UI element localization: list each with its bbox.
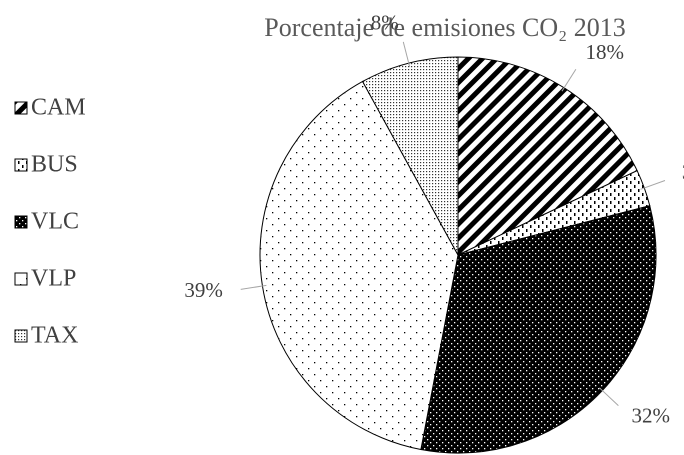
leader-line <box>240 284 267 290</box>
legend-label: BUS <box>31 152 78 178</box>
legend-marker <box>14 329 28 343</box>
data-label: 8% <box>371 10 399 34</box>
data-label: 32% <box>631 404 670 428</box>
data-label: 18% <box>586 40 625 64</box>
data-label: 39% <box>184 278 223 302</box>
data-label: 3% <box>682 160 684 184</box>
legend-marker <box>14 101 28 115</box>
leader-line <box>561 68 577 92</box>
legend-label: VLP <box>31 266 76 292</box>
legend-marker <box>14 215 28 229</box>
legend-marker <box>14 158 28 172</box>
leader-line <box>640 180 666 190</box>
legend-label: CAM <box>31 95 86 121</box>
legend-label: VLC <box>31 209 79 235</box>
leader-line <box>599 387 619 406</box>
legend-label: TAX <box>31 323 78 349</box>
chart-title: Porcentaje de emisiones CO₂ 2013 <box>264 13 625 42</box>
leader-line <box>402 41 411 68</box>
legend-marker <box>14 272 28 286</box>
